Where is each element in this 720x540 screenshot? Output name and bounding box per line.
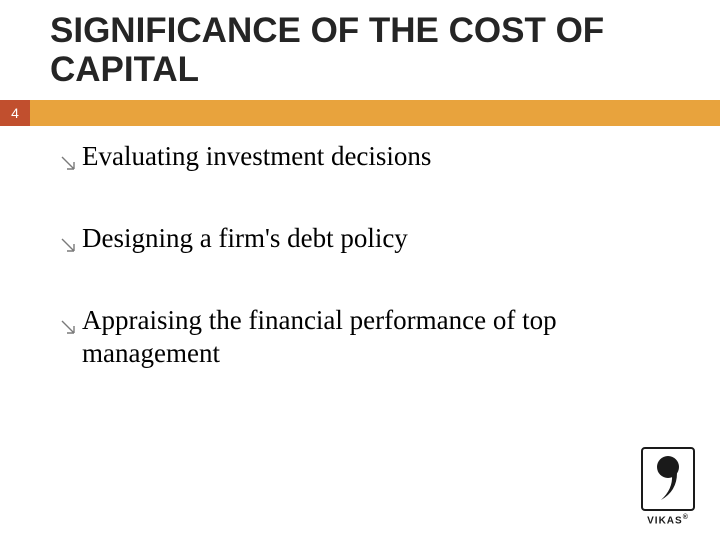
arrow-bullet-icon bbox=[60, 146, 76, 180]
list-item: Appraising the financial performance of … bbox=[60, 304, 660, 372]
accent-bar: 4 bbox=[0, 100, 720, 126]
vikas-logo: VIKAS® bbox=[638, 447, 698, 526]
arrow-bullet-icon bbox=[60, 228, 76, 262]
page-number: 4 bbox=[11, 105, 19, 121]
list-item: Evaluating investment decisions bbox=[60, 140, 660, 180]
slide-title: SIGNIFICANCE OF THE COST OF CAPITAL bbox=[50, 12, 690, 89]
slide-container: SIGNIFICANCE OF THE COST OF CAPITAL 4 Ev… bbox=[0, 0, 720, 540]
arrow-bullet-icon bbox=[60, 310, 76, 344]
registered-mark: ® bbox=[683, 514, 689, 521]
bullet-text: Designing a firm's debt policy bbox=[82, 222, 660, 256]
logo-text: VIKAS® bbox=[638, 514, 698, 526]
page-number-badge: 4 bbox=[0, 100, 30, 126]
logo-frame bbox=[641, 447, 695, 511]
bullet-text: Appraising the financial performance of … bbox=[82, 304, 660, 372]
list-item: Designing a firm's debt policy bbox=[60, 222, 660, 262]
content-area: Evaluating investment decisions Designin… bbox=[60, 140, 660, 371]
comma-icon bbox=[653, 455, 683, 501]
logo-label: VIKAS bbox=[647, 515, 683, 526]
bullet-text: Evaluating investment decisions bbox=[82, 140, 660, 174]
